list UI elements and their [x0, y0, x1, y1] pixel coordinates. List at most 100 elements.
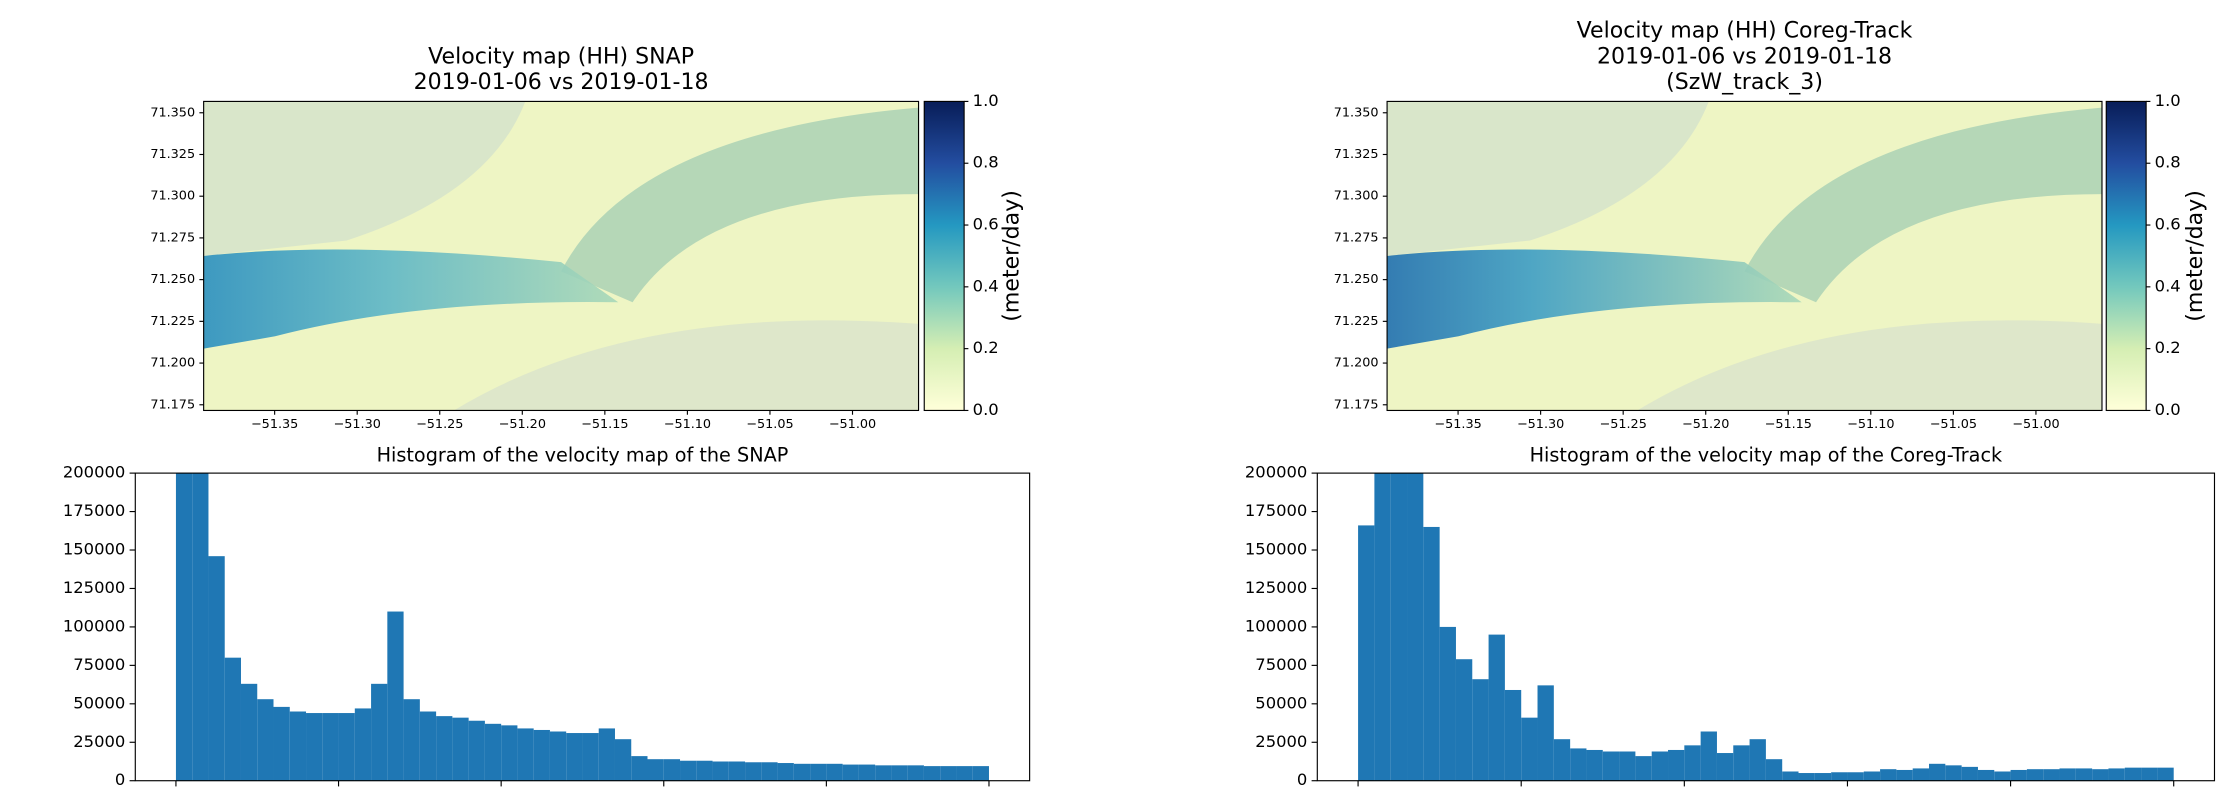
chart-title: Histogram of the velocity map of the SNA… — [377, 444, 789, 467]
histogram-bar — [533, 729, 550, 781]
y-tick-label: 71.225 — [1334, 314, 1379, 329]
histogram-bar — [858, 764, 876, 781]
histogram-bar — [1847, 772, 1864, 781]
y-tick-label: 71.250 — [1334, 272, 1379, 287]
histogram-bar — [826, 763, 843, 781]
histogram-bar — [517, 728, 534, 781]
histogram-bar — [696, 760, 713, 781]
map-frame — [203, 100, 920, 412]
y-tick-label: 71.325 — [150, 147, 195, 162]
colorbar-tick-label: 0.8 — [973, 153, 999, 172]
ice-flow-upper — [1744, 107, 2102, 303]
x-tick-label: −51.25 — [1599, 417, 1646, 432]
y-tick-label: 0 — [115, 770, 125, 789]
histogram-bar — [1765, 759, 1783, 781]
y-tick-label: 200000 — [1245, 463, 1307, 482]
colorbar-label: (meter/day) — [2183, 190, 2208, 322]
histogram-bar — [2059, 768, 2076, 781]
histogram-bar — [1977, 769, 1995, 781]
histogram-bar — [907, 765, 924, 781]
map-frame — [1386, 100, 2103, 412]
histogram-bar — [484, 723, 502, 781]
histogram-bar — [2075, 768, 2093, 781]
histogram-bar — [891, 765, 908, 781]
histogram-bar — [712, 761, 729, 781]
histogram-bar — [2043, 769, 2060, 781]
y-tick-label: 150000 — [63, 540, 125, 559]
histogram-bar — [810, 763, 827, 781]
histogram-bar — [1716, 753, 1734, 781]
histogram-bar — [2092, 769, 2109, 781]
y-tick-label: 71.350 — [1334, 105, 1379, 120]
histogram-bar — [728, 761, 746, 781]
colorbar-tick-label: 0.4 — [973, 276, 999, 295]
x-tick-label: −51.35 — [1434, 417, 1481, 432]
y-tick-label: 71.225 — [150, 314, 195, 329]
histogram-bar — [1472, 679, 1489, 781]
chart-title: 2019-01-06 vs 2019-01-18 — [414, 70, 709, 95]
histogram-bar — [1635, 756, 1652, 781]
x-tick-label: −51.35 — [251, 417, 298, 432]
histogram-bar — [371, 683, 388, 781]
histogram-bar — [1733, 745, 1750, 781]
y-tick-label: 125000 — [1245, 578, 1307, 597]
y-tick-label: 125000 — [63, 578, 125, 597]
terrain — [453, 320, 919, 411]
histogram-bar — [1684, 745, 1701, 781]
colorbar-tick-label: 0.6 — [2155, 215, 2181, 234]
histogram-bar — [566, 733, 583, 781]
chart-title: Velocity map (HH) Coreg-Track — [1577, 19, 1913, 44]
histogram-bar — [1537, 685, 1554, 781]
histogram-bar — [2108, 768, 2125, 781]
histogram-bar — [1929, 763, 1946, 781]
histogram-bar — [192, 473, 209, 781]
histogram-bar — [322, 713, 339, 781]
histogram-bar — [549, 731, 567, 781]
y-tick-label: 71.250 — [150, 272, 195, 287]
histogram-bar — [582, 733, 599, 781]
x-tick-label: −51.25 — [416, 417, 463, 432]
histogram-bar — [436, 716, 453, 781]
histogram-bar — [1896, 769, 1913, 781]
terrain — [203, 101, 526, 256]
x-tick-label: −51.30 — [1517, 417, 1564, 432]
histogram-bar — [940, 766, 957, 781]
histogram-bar — [208, 556, 225, 781]
y-tick-label: 175000 — [63, 501, 125, 520]
histogram-bar — [680, 760, 697, 781]
histogram-bar — [1602, 751, 1620, 781]
terrain — [1387, 101, 1709, 256]
y-tick-label: 71.275 — [1334, 230, 1379, 245]
x-tick-label: −51.05 — [746, 417, 793, 432]
y-tick-label: 71.275 — [150, 230, 195, 245]
y-tick-label: 71.325 — [1334, 147, 1379, 162]
histogram-bar — [1407, 473, 1424, 781]
histogram-bar — [1994, 771, 2011, 781]
bars — [1358, 473, 2174, 781]
histogram-bar — [1488, 634, 1505, 781]
histogram-bar — [1586, 749, 1603, 781]
x-tick-label: −51.00 — [829, 417, 876, 432]
histogram-bar — [631, 756, 648, 781]
histogram-bar — [338, 713, 355, 781]
y-tick-label: 71.300 — [150, 189, 195, 204]
y-tick-label: 150000 — [1245, 540, 1307, 559]
histogram-bar — [354, 708, 372, 781]
histogram-bar — [387, 611, 404, 781]
y-tick-label: 75000 — [73, 655, 125, 674]
histogram-bar — [1521, 717, 1538, 781]
colorbar-tick-label: 1.0 — [973, 91, 999, 110]
histogram-bar — [468, 720, 485, 781]
histogram-bar — [1504, 689, 1522, 781]
colorbar — [923, 100, 965, 412]
ice-flow — [1387, 249, 1802, 349]
y-tick-label: 71.350 — [150, 105, 195, 120]
histogram-bar — [2010, 769, 2027, 781]
x-tick-label: −51.20 — [499, 417, 546, 432]
histogram-bar — [1863, 771, 1881, 781]
histogram-bar — [1831, 772, 1848, 781]
y-tick-label: 25000 — [73, 732, 125, 751]
x-tick-label: −51.30 — [334, 417, 381, 432]
